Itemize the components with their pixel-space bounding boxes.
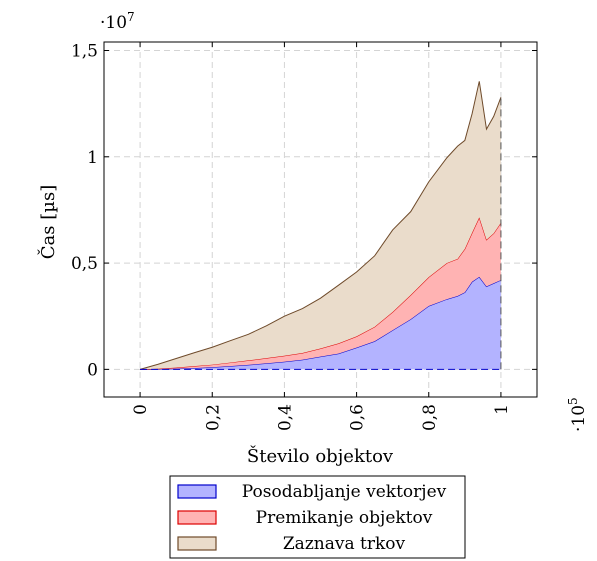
area-zaznava-trkov [140,81,501,370]
legend-swatch [177,484,217,499]
x-tick-label: 0 [131,404,151,415]
y-axis-multiplier-exponent: 7 [127,10,135,24]
x-tick-label: 0,2 [203,404,223,431]
y-tick-label: 0,5 [71,254,98,274]
x-tick-label: 0,8 [420,404,440,431]
y-tick-label: 0 [87,360,98,380]
zero-baseline [140,97,502,370]
legend-box [169,475,466,559]
area-premikanje-objektov [140,217,501,370]
legend-swatch [177,536,217,551]
area-posodabljanje-vektorjev [140,276,501,370]
x-tick-label: 1 [492,404,512,415]
legend-label: Premikanje objektov [256,508,433,528]
y-axis-title: Čas [µs] [36,185,59,259]
y-tick-label: 1,5 [71,42,98,62]
x-axis-multiplier: ·105 [566,397,589,432]
y-axis-multiplier: ·107 [100,10,135,33]
x-axis-multiplier-base: ·10 [569,405,589,432]
x-axis-multiplier-exponent: 5 [566,397,580,405]
y-axis-multiplier-base: ·10 [100,13,127,33]
x-tick-label: 0,6 [348,404,368,431]
series-areas [139,81,502,370]
x-axis-title: Število objektov [247,444,394,467]
axis-ticks: 0 0,2 0,4 0,6 0,8 1 0 0,5 1 1,5 [71,42,537,431]
x-tick-label: 0,4 [275,404,295,431]
y-tick-label: 1 [87,148,98,168]
legend-label: Zaznava trkov [283,534,406,554]
legend: Posodabljanje vektorjev Premikanje objekt… [169,475,466,559]
legend-swatch [177,510,217,525]
legend-label: Posodabljanje vektorjev [242,482,447,502]
plot-frame [103,41,538,398]
line-zaznava-trkov [139,81,502,370]
